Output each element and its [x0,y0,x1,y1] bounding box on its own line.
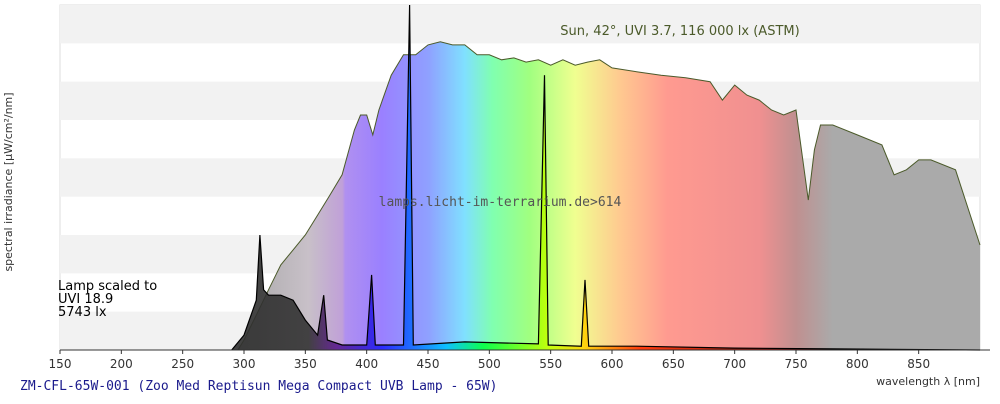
x-tick-label: 800 [846,357,869,371]
plot [231,4,981,351]
annotation: 5743 lx [58,305,107,320]
sun-area [237,41,980,351]
lamp-line [231,4,981,351]
series-label: Sun, 42°, UVI 3.7, 116 000 lx (ASTM) [560,24,799,39]
x-axis-label: wavelength λ [nm] [876,375,980,388]
sun-line [237,41,981,351]
x-tick-label: 200 [110,357,133,371]
x-tick-label: 550 [539,357,562,371]
x-tick-label: 400 [355,357,378,371]
x-tick-label: 300 [233,357,256,371]
caption: ZM-CFL-65W-001 (Zoo Med Reptisun Mega Co… [20,379,497,394]
x-tick-label: 850 [907,357,930,371]
x-ticks: 150 200 250 300 350 400 450 500 550 600 650 700 750 8… [49,350,930,371]
y-axis-label: spectral irradiance [µW/cm²/nm] [2,92,15,271]
x-tick-label: 650 [662,357,685,371]
x-tick-label: 250 [171,357,194,371]
watermark: lamps.licht-im-terrarium.de>614 [379,195,622,210]
x-tick-label: 150 [49,357,72,371]
x-tick-label: 700 [723,357,746,371]
annotation: UVI 18.9 [58,292,113,307]
x-tick-label: 450 [417,357,440,371]
annotation: Lamp scaled to [58,279,157,294]
grid-band [60,5,980,44]
x-tick-label: 600 [601,357,624,371]
x-tick-label: 750 [785,357,808,371]
x-tick-label: 500 [478,357,501,371]
x-tick-label: 350 [294,357,317,371]
